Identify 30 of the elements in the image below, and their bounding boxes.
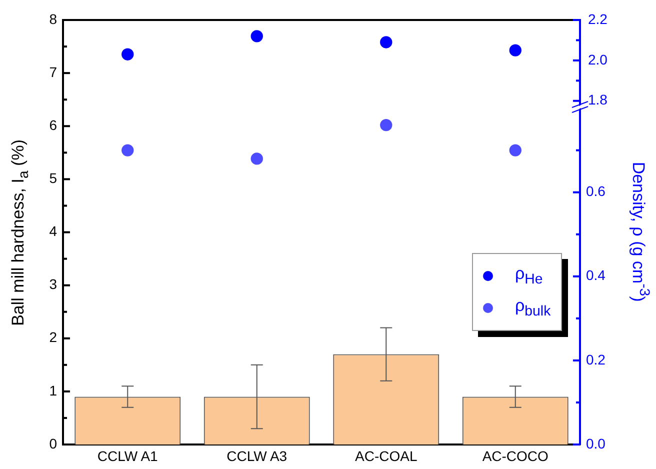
y3-tick-label: 2.2 <box>588 10 608 27</box>
x-tick-label: AC-COCO <box>482 448 549 464</box>
legend-label: ρ$_{He}$ <box>515 264 543 288</box>
y2-tick-label: 0.6 <box>586 183 606 200</box>
y-tick-label: 5 <box>49 170 58 186</box>
legend-label: ρ$_{bulk}$ <box>515 296 551 320</box>
point <box>250 152 263 165</box>
point <box>380 36 392 48</box>
y-tick-label: 0 <box>49 435 58 452</box>
y-tick-label: 2 <box>49 329 58 346</box>
point <box>122 144 134 156</box>
point <box>509 44 522 56</box>
y-tick-label: 8 <box>49 10 58 27</box>
point <box>509 144 522 156</box>
y-tick-label: 7 <box>49 64 58 80</box>
x-tick-label: CCLW A3 <box>226 448 288 464</box>
y2-tick-label: 0.2 <box>586 351 606 368</box>
point <box>250 30 263 42</box>
y-tick-label: 6 <box>49 116 58 133</box>
y2-tick-label: 0.4 <box>586 267 606 284</box>
point <box>122 48 134 60</box>
y3-tick-label: 2.0 <box>588 51 608 68</box>
y-tick-label: 4 <box>49 223 58 240</box>
y3-tick-label: 1.8 <box>588 92 608 108</box>
y2-tick-label: 0.0 <box>586 435 606 452</box>
y-tick-label: 3 <box>49 276 58 292</box>
point <box>380 118 392 132</box>
x-tick-label: CCLW A1 <box>97 448 158 464</box>
y-tick-label: 1 <box>49 382 58 398</box>
x-tick-label: AC-COAL <box>355 448 418 464</box>
